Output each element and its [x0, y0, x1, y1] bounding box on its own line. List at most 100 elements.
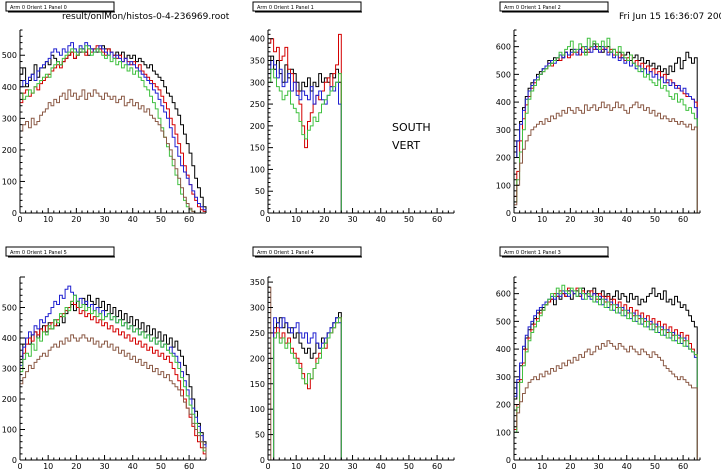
y-tick-label: 0 [12, 209, 17, 218]
y-tick-label: 200 [250, 354, 265, 363]
y-tick-label: 0 [506, 209, 511, 218]
x-tick-label: 30 [99, 215, 109, 224]
x-tick-label: 60 [678, 215, 688, 224]
x-tick-label: 40 [622, 215, 632, 224]
timestamp-label: Fri Jun 15 16:36:07 2007 [619, 12, 721, 22]
histogram-series [267, 286, 454, 461]
histogram-series [268, 317, 454, 461]
y-tick-label: 50 [255, 431, 265, 440]
y-tick-label: 250 [250, 329, 265, 338]
x-tick-label: 40 [622, 462, 632, 469]
histogram-panel: Arm 0 Orient 1 Panel 0 0 10 20 30 40 50 60 0 100 2… [2, 1, 207, 224]
y-tick-label: 400 [496, 345, 511, 354]
histogram-series [19, 45, 207, 213]
y-tick-label: 200 [496, 154, 511, 163]
panel-title: Arm 0 Orient 1 Panel 1 [257, 5, 314, 11]
y-tick-label: 200 [496, 401, 511, 410]
y-tick-label: 100 [250, 165, 265, 174]
histogram-series [19, 89, 206, 214]
x-tick-label: 40 [376, 462, 386, 469]
vert-label: VERT [392, 139, 421, 152]
y-tick-label: 300 [250, 78, 265, 87]
y-tick-label: 500 [496, 317, 511, 326]
histogram-panel: Arm 0 Orient 1 Panel 1 0 10 20 30 40 50 60 0 50 10… [250, 1, 455, 224]
x-tick-label: 30 [593, 462, 603, 469]
x-tick-label: 0 [17, 215, 22, 224]
histogram-series [267, 55, 454, 214]
y-tick-label: 400 [2, 83, 17, 92]
y-tick-label: 350 [250, 278, 265, 287]
histogram-series [19, 294, 207, 460]
y-tick-label: 300 [496, 373, 511, 382]
x-tick-label: 50 [404, 215, 414, 224]
x-tick-label: 30 [99, 462, 109, 469]
histogram-panel: Arm 0 Orient 1 Panel 30 10 20 30 40 50 6001002… [496, 246, 701, 471]
x-tick-label: 30 [347, 215, 357, 224]
x-tick-label: 40 [128, 215, 138, 224]
panel-title: Arm 0 Orient 1 Panel 4 [257, 250, 314, 256]
panel-title-box [499, 1, 609, 12]
histogram-series [513, 37, 700, 214]
histogram-panel: Arm 0 Orient 1 Panel 5 0 10 20 30 40 50 60 0 100 2… [2, 246, 207, 471]
histogram-series [513, 284, 700, 461]
panel-title-box [252, 246, 362, 257]
y-tick-label: 100 [496, 181, 511, 190]
x-tick-label: 20 [71, 462, 81, 469]
y-tick-label: 500 [2, 304, 17, 313]
y-tick-label: 250 [250, 100, 265, 109]
y-tick-label: 500 [496, 70, 511, 79]
x-tick-label: 30 [593, 215, 603, 224]
histogram-series [19, 45, 207, 213]
y-tick-label: 200 [250, 122, 265, 131]
y-tick-label: 600 [496, 290, 511, 299]
y-tick-label: 200 [2, 146, 17, 155]
x-tick-label: 10 [291, 462, 301, 469]
x-tick-label: 60 [184, 215, 194, 224]
panel-title-box [499, 246, 609, 257]
south-label: SOUTH [392, 121, 431, 134]
y-tick-label: 400 [250, 35, 265, 44]
y-tick-label: 400 [2, 334, 17, 343]
x-tick-label: 10 [43, 462, 53, 469]
x-tick-label: 20 [319, 215, 329, 224]
histogram-series [19, 45, 206, 214]
x-tick-label: 0 [511, 215, 516, 224]
y-tick-label: 350 [250, 57, 265, 66]
panel-title: Arm 0 Orient 1 Panel 3 [504, 250, 561, 256]
x-tick-label: 60 [184, 462, 194, 469]
x-tick-label: 0 [265, 215, 270, 224]
x-tick-label: 40 [128, 462, 138, 469]
y-tick-label: 50 [255, 187, 265, 196]
y-tick-label: 0 [260, 209, 265, 218]
x-tick-label: 0 [17, 462, 22, 469]
histogram-series [19, 334, 207, 460]
x-tick-label: 60 [432, 215, 442, 224]
histogram-series [267, 60, 454, 214]
x-tick-label: 20 [565, 215, 575, 224]
panel-title: Arm 0 Orient 1 Panel 0 [10, 5, 67, 11]
x-tick-label: 0 [265, 462, 270, 469]
x-tick-label: 20 [565, 462, 575, 469]
y-tick-label: 150 [250, 144, 265, 153]
histogram-series [268, 312, 454, 461]
x-tick-label: 20 [71, 215, 81, 224]
y-tick-label: 0 [12, 456, 17, 465]
histogram-series [513, 340, 700, 461]
panel-title-box [5, 1, 115, 12]
y-tick-label: 300 [496, 126, 511, 135]
y-tick-label: 100 [2, 426, 17, 435]
x-tick-label: 10 [537, 462, 547, 469]
histogram-panel: Arm 0 Orient 1 Panel 20 10 20 30 40 50 6001002… [496, 1, 701, 224]
x-tick-label: 50 [650, 215, 660, 224]
x-tick-label: 60 [678, 462, 688, 469]
y-tick-label: 300 [2, 365, 17, 374]
x-tick-label: 30 [347, 462, 357, 469]
y-tick-label: 0 [506, 456, 511, 465]
x-tick-label: 0 [511, 462, 516, 469]
y-tick-label: 200 [2, 395, 17, 404]
x-tick-label: 10 [291, 215, 301, 224]
histogram-series [268, 317, 454, 461]
y-tick-label: 0 [260, 456, 265, 465]
